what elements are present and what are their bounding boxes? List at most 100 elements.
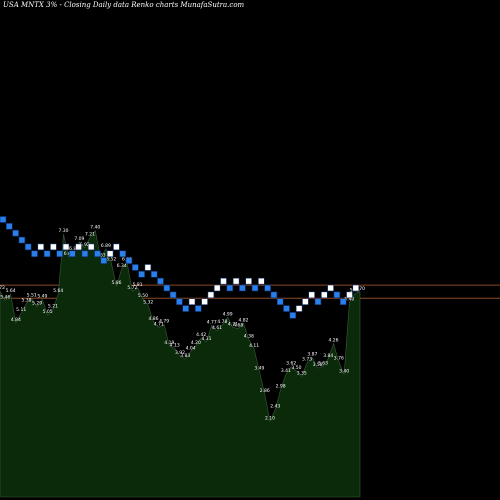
renko-brick-down xyxy=(81,250,89,258)
renko-brick-down xyxy=(69,250,76,258)
volume-label: 3.84 xyxy=(323,353,333,359)
renko-brick-down xyxy=(276,298,284,306)
renko-brick-down xyxy=(339,298,347,306)
volume-label: 3.87 xyxy=(307,352,317,358)
volume-label: 4.68 xyxy=(233,323,243,329)
renko-brick-down xyxy=(182,305,189,312)
volume-label: 4.13 xyxy=(170,342,180,348)
volume-label: 2.98 xyxy=(276,384,286,390)
renko-brick-down xyxy=(31,250,38,258)
renko-brick-down xyxy=(283,305,290,312)
volume-label: 5.46 xyxy=(0,294,10,300)
renko-bricks xyxy=(0,216,360,319)
volume-label: 4.84 xyxy=(11,317,21,323)
volume-label: 5.64 xyxy=(53,288,63,294)
volume-label: 5.86 xyxy=(111,280,121,286)
renko-brick-up xyxy=(201,298,208,306)
renko-brick-down xyxy=(157,277,164,285)
volume-label: 4.82 xyxy=(239,317,249,323)
volume-label: 4.86 xyxy=(149,316,159,322)
renko-brick-down xyxy=(18,236,26,244)
volume-label: 7.21 xyxy=(85,231,95,237)
volume-label: 6.89 xyxy=(101,243,111,249)
volume-label: 6.66 xyxy=(64,251,74,257)
volume-label: 4.04 xyxy=(186,346,196,352)
volume-label: 5.70 xyxy=(355,286,365,292)
renko-brick-down xyxy=(94,250,101,258)
volume-label: 4.31 xyxy=(201,336,211,342)
volume-label: 3.50 xyxy=(291,365,301,371)
renko-brick-up xyxy=(352,284,360,292)
volume-label: 4.78 xyxy=(217,319,227,325)
volume-label: 5.38 xyxy=(21,297,31,303)
renko-brick-down xyxy=(132,264,139,271)
renko-brick-up xyxy=(327,284,334,292)
volume-label: 2.43 xyxy=(270,404,280,410)
volume-label: 4.19 xyxy=(164,340,174,346)
renko-brick-up xyxy=(346,291,353,299)
renko-brick-up xyxy=(207,291,215,299)
volume-label: 4.20 xyxy=(191,340,201,346)
volume-label: 2.86 xyxy=(260,388,270,394)
volume-label: 4.26 xyxy=(329,338,339,344)
volume-label: 3.73 xyxy=(302,357,312,363)
renko-brick-up xyxy=(245,277,252,285)
renko-brick-up xyxy=(220,277,227,285)
volume-label: 5.72 xyxy=(127,285,137,291)
volume-label: 4.11 xyxy=(249,343,259,349)
volume-label: 3.76 xyxy=(334,356,344,362)
renko-brick-up xyxy=(295,305,303,312)
volume-area xyxy=(0,229,361,498)
volume-label: 5.51 xyxy=(27,293,37,299)
volume-label: 3.35 xyxy=(297,370,307,376)
volume-label: 7.30 xyxy=(59,228,69,234)
renko-brick-down xyxy=(12,229,19,237)
volume-label: 5.50 xyxy=(138,293,148,299)
renko-brick-up xyxy=(50,243,57,251)
volume-label: 3.62 xyxy=(286,361,296,367)
renko-brick-up xyxy=(144,264,152,271)
volume-label: 3.58 xyxy=(313,362,323,368)
volume-label: 5.40 xyxy=(344,297,354,303)
renko-brick-down xyxy=(43,250,51,258)
renko-brick-up xyxy=(106,250,114,258)
volume-label: 3.63 xyxy=(318,360,328,366)
renko-brick-down xyxy=(270,291,278,299)
renko-brick-down xyxy=(169,291,177,299)
renko-brick-down xyxy=(226,284,234,292)
renko-brick-up xyxy=(213,284,221,292)
renko-brick-down xyxy=(333,291,341,299)
volume-label: 5.11 xyxy=(16,307,26,313)
volume-label: 4.71 xyxy=(228,321,238,327)
renko-brick-up xyxy=(62,243,70,251)
renko-brick-up xyxy=(188,298,196,306)
volume-label: 6.52 xyxy=(106,256,116,262)
renko-brick-down xyxy=(163,284,171,292)
volume-label: 4.99 xyxy=(223,311,233,317)
chart-title: USA MNTX 3% - Closing Daily data Renko c… xyxy=(3,1,245,9)
renko-brick-down xyxy=(125,257,133,264)
volume-label: 5.49 xyxy=(37,293,47,299)
volume-label: 4.42 xyxy=(196,332,206,338)
volume-label: 5.72 xyxy=(0,285,5,291)
renko-brick-up xyxy=(113,243,120,251)
volume-label: 4.61 xyxy=(212,325,222,331)
renko-brick-down xyxy=(100,257,108,264)
volume-label: 6.92 xyxy=(80,242,90,248)
renko-brick-up xyxy=(75,243,82,251)
renko-brick-down xyxy=(239,284,246,292)
volume-labels: 5.725.465.644.845.115.385.515.295.495.05… xyxy=(0,225,365,422)
volume-label: 5.05 xyxy=(43,309,53,315)
volume-label: 6.81 xyxy=(69,246,79,252)
renko-brick-down xyxy=(119,250,126,258)
renko-brick-down xyxy=(251,284,259,292)
renko-brick-down xyxy=(56,250,64,258)
volume-label: 6.34 xyxy=(117,263,127,269)
renko-brick-up xyxy=(302,298,309,306)
volume-label: 3.92 xyxy=(175,350,185,356)
renko-brick-up xyxy=(257,277,265,285)
volume-label: 4.77 xyxy=(207,319,217,325)
volume-label: 7.40 xyxy=(90,225,100,231)
renko-brick-down xyxy=(150,270,158,278)
